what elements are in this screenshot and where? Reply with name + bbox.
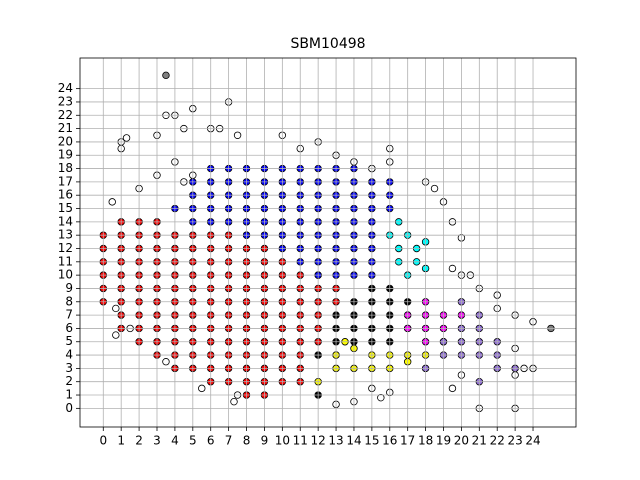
point	[448, 384, 457, 393]
chart-title: SBM10498	[290, 36, 365, 52]
x-tick-label: 8	[243, 434, 251, 448]
point	[162, 71, 170, 80]
y-tick-label: 3	[65, 361, 73, 375]
y-tick-label: 21	[58, 121, 73, 135]
y-tick-label: 13	[58, 228, 73, 242]
x-tick-label: 17	[400, 434, 415, 448]
point	[377, 393, 385, 402]
axes-frame	[79, 57, 577, 428]
point	[430, 184, 439, 193]
y-tick-label: 23	[58, 94, 73, 108]
point	[230, 397, 238, 406]
x-tick-label: 11	[293, 434, 308, 448]
x-tick-label: 1	[117, 434, 125, 448]
x-tick-label: 10	[275, 434, 290, 448]
x-tick-label: 13	[328, 434, 343, 448]
y-tick-label: 19	[58, 148, 73, 162]
x-tick-label: 0	[99, 434, 107, 448]
x-tick-label: 6	[207, 434, 215, 448]
y-tick-label: 12	[58, 241, 73, 255]
x-tick-label: 16	[382, 434, 397, 448]
x-tick-label: 21	[472, 434, 487, 448]
point	[112, 331, 120, 339]
x-tick-label: 14	[346, 434, 361, 448]
y-tick-label: 24	[58, 81, 73, 95]
x-tick-label: 2	[135, 434, 143, 448]
y-tick-label: 7	[65, 308, 73, 322]
y-tick-label: 15	[58, 201, 73, 215]
x-tick-label: 12	[311, 434, 326, 448]
x-tick-label: 9	[261, 434, 269, 448]
x-tick-label: 3	[153, 434, 161, 448]
x-tick-label: 19	[436, 434, 451, 448]
x-tick-label: 24	[525, 434, 540, 448]
x-tick-label: 23	[507, 434, 522, 448]
point	[162, 358, 170, 366]
y-tick-label: 22	[58, 108, 73, 122]
y-tick-label: 8	[65, 294, 73, 308]
point	[233, 131, 242, 139]
point	[112, 304, 120, 313]
y-tick-label: 20	[58, 134, 73, 148]
x-tick-label: 7	[225, 434, 233, 448]
y-tick-label: 1	[65, 388, 73, 402]
x-tick-label: 18	[418, 434, 433, 448]
point	[108, 198, 116, 206]
y-tick-label: 11	[58, 254, 73, 268]
y-tick-label: 6	[65, 321, 73, 335]
point	[122, 134, 131, 142]
point	[198, 384, 206, 393]
x-tick-label: 15	[364, 434, 379, 448]
x-tick-label: 22	[490, 434, 505, 448]
y-tick-label: 10	[58, 268, 73, 282]
y-tick-label: 14	[58, 214, 73, 228]
y-tick-label: 0	[65, 401, 73, 415]
y-tick-label: 9	[65, 281, 73, 295]
y-tick-label: 18	[58, 161, 73, 175]
y-tick-label: 4	[65, 348, 73, 362]
y-tick-label: 5	[65, 334, 73, 348]
y-tick-label: 2	[65, 374, 73, 388]
plot-area	[80, 58, 576, 427]
x-tick-label: 5	[189, 434, 197, 448]
x-tick-label: 20	[454, 434, 469, 448]
x-tick-label: 4	[171, 434, 179, 448]
point	[448, 264, 457, 273]
y-tick-label: 17	[58, 174, 73, 188]
y-tick-label: 16	[58, 188, 73, 202]
